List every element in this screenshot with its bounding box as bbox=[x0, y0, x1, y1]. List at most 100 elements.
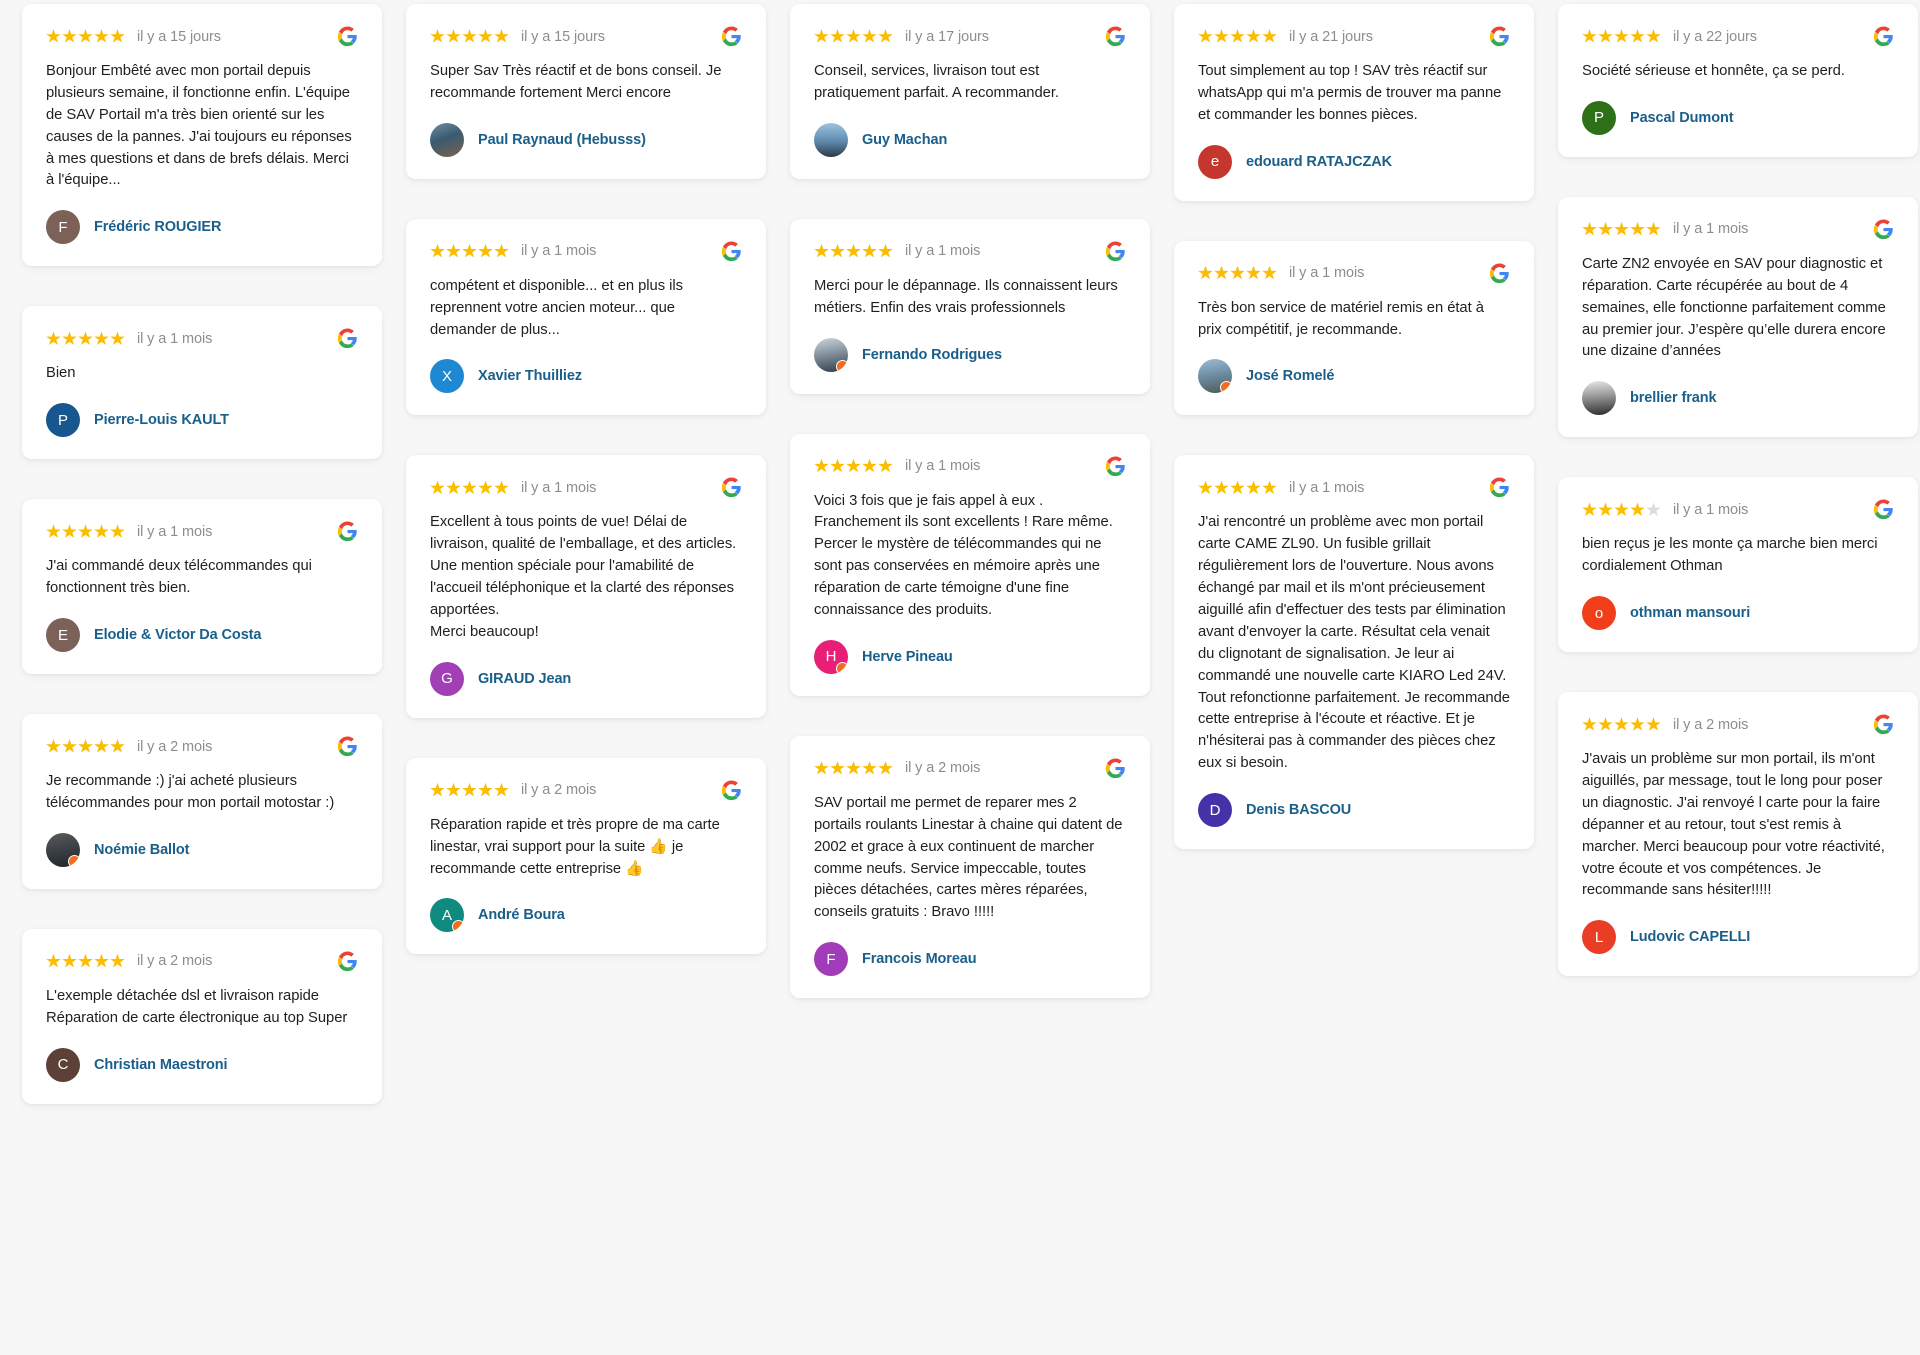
review-author-name[interactable]: Fernando Rodrigues bbox=[862, 346, 1002, 363]
review-author-row[interactable]: F Frédéric ROUGIER bbox=[46, 210, 358, 245]
review-card[interactable]: il y a 1 mois Excellent à tous points de … bbox=[406, 455, 766, 718]
review-author-row[interactable]: P Pascal Dumont bbox=[1582, 100, 1894, 135]
review-author-name[interactable]: Guy Machan bbox=[862, 131, 948, 148]
review-author-name[interactable]: Pierre-Louis KAULT bbox=[94, 412, 229, 429]
review-author-name[interactable]: Christian Maestroni bbox=[94, 1056, 228, 1073]
star-filled-icon bbox=[830, 243, 845, 258]
review-date: il y a 1 mois bbox=[1289, 265, 1365, 282]
review-card[interactable]: il y a 2 mois Réparation rapide et très p… bbox=[406, 757, 766, 955]
star-filled-icon bbox=[1598, 502, 1613, 516]
review-author-row[interactable]: Guy Machan bbox=[814, 122, 1126, 157]
review-text: Super Sav Très réactif et de bons consei… bbox=[430, 63, 726, 101]
review-author-row[interactable]: Paul Raynaud (Hebusss) bbox=[430, 122, 742, 157]
review-author-name[interactable]: Ludovic CAPELLI bbox=[1630, 929, 1751, 946]
review-header: il y a 2 mois bbox=[1582, 714, 1894, 735]
review-author-row[interactable]: e edouard RATAJCZAK bbox=[1198, 144, 1510, 179]
review-author-row[interactable]: L Ludovic CAPELLI bbox=[1582, 920, 1894, 955]
review-card[interactable]: il y a 17 jours Conseil, services, livrai… bbox=[790, 4, 1150, 179]
review-card[interactable]: il y a 1 mois Carte ZN2 envoyée en SAV po… bbox=[1558, 196, 1918, 438]
google-g-icon bbox=[1105, 26, 1126, 47]
review-author-row[interactable]: D Denis BASCOU bbox=[1198, 793, 1510, 828]
review-card[interactable]: il y a 1 mois J'ai rencontré un problème … bbox=[1174, 455, 1534, 850]
rating-and-date: il y a 15 jours bbox=[430, 29, 605, 45]
review-author-row[interactable]: H Herve Pineau bbox=[814, 639, 1126, 674]
review-card[interactable]: il y a 21 jours Tout simplement au top ! … bbox=[1174, 4, 1534, 201]
review-author-row[interactable]: o othman mansouri bbox=[1582, 596, 1894, 631]
review-text: J'avais un problème sur mon portail, ils… bbox=[1582, 751, 1889, 899]
review-author-name[interactable]: Francois Moreau bbox=[862, 951, 977, 968]
review-card[interactable]: il y a 1 mois Merci pour le dépannage. Il… bbox=[790, 218, 1150, 394]
avatar: H bbox=[814, 639, 848, 674]
review-author-name[interactable]: edouard RATAJCZAK bbox=[1246, 153, 1392, 170]
star-filled-icon bbox=[862, 458, 877, 473]
review-card[interactable]: il y a 1 mois compétent et disponible... … bbox=[406, 218, 766, 416]
review-author-name[interactable]: Noémie Ballot bbox=[94, 841, 190, 858]
star-filled-icon bbox=[1246, 480, 1261, 495]
review-author-row[interactable]: José Romelé bbox=[1198, 359, 1510, 394]
avatar-initial: L bbox=[1594, 928, 1604, 946]
google-g-icon bbox=[1873, 26, 1894, 47]
star-filled-icon bbox=[1198, 480, 1213, 495]
review-card[interactable]: il y a 1 mois Très bon service de matérie… bbox=[1174, 240, 1534, 416]
review-header: il y a 1 mois bbox=[430, 477, 742, 498]
review-author-row[interactable]: Noémie Ballot bbox=[46, 832, 358, 867]
star-filled-icon bbox=[478, 480, 493, 495]
review-author-name[interactable]: Frédéric ROUGIER bbox=[94, 219, 222, 236]
review-text: compétent et disponible... et en plus il… bbox=[430, 277, 687, 338]
review-card[interactable]: il y a 1 mois Bien P Pierre-Louis KAULT bbox=[22, 306, 382, 460]
review-author-name[interactable]: GIRAUD Jean bbox=[478, 670, 572, 687]
review-card[interactable]: il y a 2 mois Je recommande :) j'ai achet… bbox=[22, 714, 382, 889]
reviews-column-2: il y a 15 jours Super Sav Très réactif et… bbox=[394, 4, 778, 994]
rating-and-date: il y a 21 jours bbox=[1198, 29, 1373, 45]
review-author-name[interactable]: José Romelé bbox=[1246, 368, 1335, 385]
review-date: il y a 15 jours bbox=[137, 28, 221, 45]
review-text: L'exemple détachée dsl et livraison rapi… bbox=[46, 987, 348, 1026]
review-card[interactable]: il y a 1 mois J'ai commandé deux télécomm… bbox=[22, 499, 382, 675]
star-filled-icon bbox=[62, 953, 77, 968]
review-card[interactable]: il y a 22 jours Société sérieuse et honnê… bbox=[1558, 4, 1918, 157]
review-author-name[interactable]: othman mansouri bbox=[1630, 605, 1751, 622]
review-date: il y a 2 mois bbox=[137, 738, 213, 755]
google-g-icon bbox=[1873, 714, 1894, 735]
review-author-row[interactable]: F Francois Moreau bbox=[814, 942, 1126, 977]
review-card[interactable]: il y a 1 mois Voici 3 fois que je fais ap… bbox=[790, 433, 1150, 696]
star-filled-icon bbox=[1614, 717, 1629, 731]
review-author-name[interactable]: André Boura bbox=[478, 907, 565, 924]
review-card[interactable]: il y a 2 mois L'exemple détachée dsl et l… bbox=[22, 928, 382, 1104]
review-author-name[interactable]: brellier frank bbox=[1630, 390, 1717, 407]
review-author-name[interactable]: Elodie & Victor Da Costa bbox=[94, 627, 262, 644]
star-rating bbox=[430, 29, 509, 44]
review-author-row[interactable]: A André Boura bbox=[430, 898, 742, 933]
review-author-row[interactable]: P Pierre-Louis KAULT bbox=[46, 403, 358, 438]
review-author-name[interactable]: Denis BASCOU bbox=[1246, 802, 1352, 819]
review-author-row[interactable]: C Christian Maestroni bbox=[46, 1047, 358, 1082]
star-rating bbox=[814, 458, 893, 474]
review-card[interactable]: il y a 15 jours Super Sav Très réactif et… bbox=[406, 4, 766, 179]
review-author-name[interactable]: Paul Raynaud (Hebusss) bbox=[478, 131, 646, 148]
star-rating bbox=[430, 480, 509, 495]
review-author-row[interactable]: Fernando Rodrigues bbox=[814, 337, 1126, 372]
review-author-row[interactable]: brellier frank bbox=[1582, 381, 1894, 416]
star-filled-icon bbox=[446, 480, 461, 495]
star-filled-icon bbox=[1630, 717, 1645, 731]
review-card[interactable]: il y a 15 jours Bonjour Embêté avec mon p… bbox=[22, 4, 382, 267]
star-rating bbox=[430, 782, 509, 798]
review-author-name[interactable]: Pascal Dumont bbox=[1630, 109, 1734, 126]
star-filled-icon bbox=[1614, 502, 1629, 516]
review-card[interactable]: il y a 1 mois bien reçus je les monte ça … bbox=[1558, 477, 1918, 653]
google-g-icon bbox=[337, 951, 358, 972]
review-author-row[interactable]: E Elodie & Victor Da Costa bbox=[46, 618, 358, 653]
rating-and-date: il y a 1 mois bbox=[430, 480, 596, 496]
review-text: J'ai commandé deux télécommandes qui fon… bbox=[46, 558, 316, 597]
review-author-row[interactable]: X Xavier Thuilliez bbox=[430, 359, 742, 394]
google-g-icon bbox=[337, 328, 358, 349]
avatar: A bbox=[430, 898, 464, 933]
review-card[interactable]: il y a 2 mois SAV portail me permet de re… bbox=[790, 735, 1150, 999]
review-card[interactable]: il y a 2 mois J'avais un problème sur mon… bbox=[1558, 692, 1918, 977]
review-author-name[interactable]: Xavier Thuilliez bbox=[478, 368, 582, 385]
avatar-badge-icon bbox=[836, 661, 848, 674]
review-author-name[interactable]: Herve Pineau bbox=[862, 648, 953, 665]
review-author-row[interactable]: G GIRAUD Jean bbox=[430, 661, 742, 696]
star-filled-icon bbox=[46, 953, 61, 968]
review-date: il y a 2 mois bbox=[905, 760, 981, 777]
